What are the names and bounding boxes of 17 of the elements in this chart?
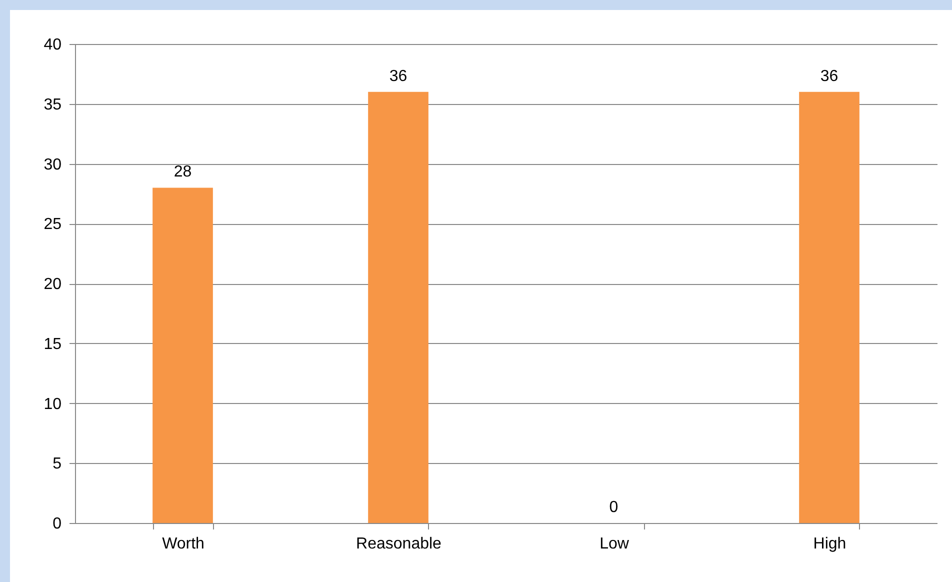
y-tick-label: 5 — [52, 456, 62, 473]
y-tick-label: 30 — [44, 156, 62, 174]
y-tick-label: 40 — [44, 36, 62, 54]
y-tick-label: 35 — [44, 96, 62, 114]
data-label: 36 — [389, 68, 408, 85]
x-tick-label: High — [813, 536, 846, 552]
y-tick-label: 0 — [52, 516, 62, 532]
y-tick-label: 20 — [44, 276, 62, 293]
y-tick-label: 10 — [44, 396, 62, 413]
x-tick-label: Reasonable — [356, 536, 442, 552]
data-label: 36 — [820, 68, 838, 85]
data-label: 0 — [609, 499, 618, 516]
y-tick-label: 15 — [44, 336, 62, 353]
x-tick-label: Worth — [162, 536, 204, 552]
data-label: 28 — [174, 164, 192, 181]
y-tick-label: 25 — [44, 216, 62, 234]
x-tick-label: Low — [600, 536, 630, 552]
